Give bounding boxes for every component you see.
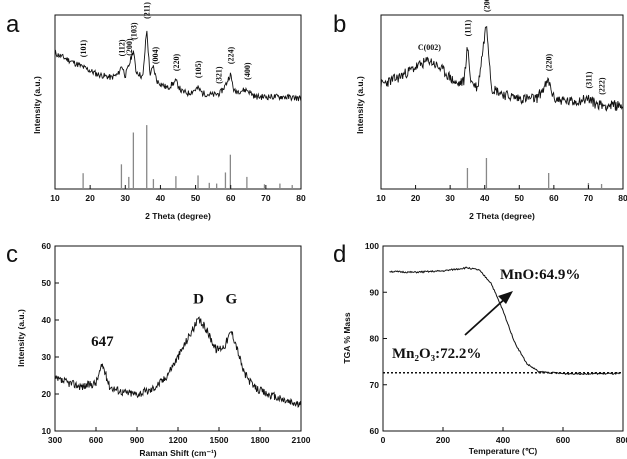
panel-b-y-label: Intensity (a.u.) xyxy=(355,76,365,134)
panel-label-d: d xyxy=(333,241,346,268)
panel-d-x-tick-label: 600 xyxy=(556,435,570,445)
panel-b-x-tick-label: 10 xyxy=(376,193,386,203)
panel-d-x-tick-label: 200 xyxy=(436,435,450,445)
panel-a-peak-label: (220) xyxy=(172,53,181,71)
panel-d-x-tick-label: 800 xyxy=(616,435,627,445)
panel-c-x-tick-label: 600 xyxy=(89,435,103,445)
panel-a-x-label: 2 Theta (degree) xyxy=(145,211,211,221)
panel-d: d 0 200 400 600 800 60 70 80 90 100 MnO:64.9% Mn₂… xyxy=(333,241,627,456)
panel-c-y-tick-label: 50 xyxy=(42,278,52,288)
panel-b-x-tick-label: 50 xyxy=(515,193,525,203)
panel-a-x-tick-label: 20 xyxy=(85,193,95,203)
panel-c-peak-label: 647 xyxy=(91,334,114,350)
panel-d-y-tick-label: 90 xyxy=(370,287,380,297)
panel-d-y-label: TGA % Mass xyxy=(342,312,352,363)
panel-c-y-tick-label: 10 xyxy=(42,426,52,436)
panel-c-x-tick-label: 900 xyxy=(130,435,144,445)
panel-a-peak-label: (112) xyxy=(117,39,126,56)
panel-b-peak-label: (311) xyxy=(584,71,593,88)
panel-d-x-label: Temperature (℃) xyxy=(469,446,538,456)
panel-b-peak-label: (111) xyxy=(463,20,472,37)
panel-d-arrowhead xyxy=(498,291,513,304)
panel-c-y-tick-label: 20 xyxy=(42,389,52,399)
panel-a-peak-label: (101) xyxy=(79,40,88,58)
panel-b-x-label: 2 Theta (degree) xyxy=(469,211,535,221)
panel-c-x-tick-label: 1200 xyxy=(169,435,188,445)
panel-a-x-tick-label: 30 xyxy=(121,193,131,203)
panel-a-peak-label: (321) xyxy=(214,66,223,84)
panel-a-peak-label: (105) xyxy=(194,60,203,78)
panel-a-x-tick-label: 60 xyxy=(226,193,236,203)
panel-c-y-tick-label: 30 xyxy=(42,352,52,362)
panel-d-x-tick-label: 0 xyxy=(381,435,386,445)
panel-a-x-tick-label: 80 xyxy=(296,193,306,203)
panel-a-peak-label: (211) xyxy=(143,2,152,19)
panel-d-y-tick-label: 100 xyxy=(365,241,379,251)
panel-d-x-tick-label: 400 xyxy=(496,435,510,445)
panel-c-x-tick-label: 2100 xyxy=(292,435,311,445)
panel-a-peak-label: (200) xyxy=(125,38,134,56)
panel-a-x-tick-label: 70 xyxy=(261,193,271,203)
panel-b-peak-label: (220) xyxy=(545,53,554,71)
panel-d-y-tick-label: 80 xyxy=(370,334,380,344)
panel-label-b: b xyxy=(333,11,346,38)
panel-b-x-tick-label: 30 xyxy=(445,193,455,203)
panel-a-x-tick-label: 10 xyxy=(50,193,60,203)
panel-d-arrow xyxy=(464,295,509,336)
panel-a-y-label: Intensity (a.u.) xyxy=(32,76,42,134)
panel-b-x-tick-label: 60 xyxy=(549,193,559,203)
panel-d-annotation-mn2o3: Mn₂O₃:72.2% xyxy=(392,346,481,362)
panel-b-peak-label: (200) xyxy=(482,0,491,12)
panel-c-x-tick-label: 1500 xyxy=(210,435,229,445)
panel-b-peak-label: (222) xyxy=(598,77,607,95)
panel-d-y-tick-label: 70 xyxy=(370,380,380,390)
panel-c-series-line xyxy=(54,316,302,408)
panel-a-peak-label: (004) xyxy=(151,46,160,64)
panel-c-x-tick-label: 1800 xyxy=(251,435,270,445)
panel-a: a (101) (112)(200)(103) (211) (004) (220) (10… xyxy=(6,2,306,221)
panel-a-peak-label: (224) xyxy=(226,46,235,64)
panel-c-x-label: Raman Shift (cm⁻¹) xyxy=(139,448,216,458)
panel-c-x-tick-label: 300 xyxy=(48,435,62,445)
panel-b-series-line xyxy=(380,25,624,112)
panel-a-frame xyxy=(54,14,302,190)
panel-b-x-tick-label: 20 xyxy=(411,193,421,203)
panel-a-series-line xyxy=(54,30,302,102)
panel-d-y-tick-label: 60 xyxy=(370,426,380,436)
panel-b-frame xyxy=(380,14,624,190)
panel-c-peak-label: G xyxy=(225,291,237,307)
panel-d-series-line xyxy=(389,266,621,376)
panel-b-x-tick-label: 70 xyxy=(584,193,594,203)
panel-a-peak-label: (400) xyxy=(243,62,252,80)
panel-a-x-tick-label: 50 xyxy=(191,193,201,203)
panel-c-y-tick-label: 40 xyxy=(42,315,52,325)
panel-a-peak-label: (103) xyxy=(129,22,138,40)
panel-c-y-tick-label: 60 xyxy=(42,241,52,251)
panel-b: b C(002) (111) (200) (220) (311) (222) 10 20 30 4… xyxy=(333,0,627,221)
panel-label-a: a xyxy=(6,11,20,38)
panel-c: c 647 D G 300 600 900 1200 1500 1800 2100 10 20 30 40… xyxy=(6,241,311,458)
panel-b-x-tick-label: 80 xyxy=(618,193,627,203)
panel-c-peak-label: D xyxy=(193,291,204,307)
panel-c-y-label: Intensity (a.u.) xyxy=(16,309,26,367)
panel-b-peak-label: C(002) xyxy=(418,43,441,52)
panel-label-c: c xyxy=(6,241,18,268)
panel-b-x-tick-label: 40 xyxy=(480,193,490,203)
panel-d-annotation-mno: MnO:64.9% xyxy=(500,267,580,283)
panel-a-x-tick-label: 40 xyxy=(156,193,166,203)
